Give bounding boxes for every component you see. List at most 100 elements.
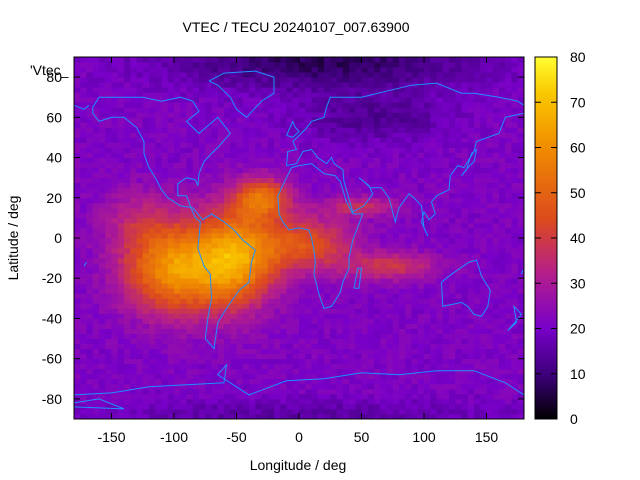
heatmap-cell (236, 303, 244, 309)
heatmap-cell (405, 102, 412, 108)
heatmap-cell (324, 338, 331, 344)
heatmap-cell (130, 298, 137, 304)
heatmap-cell (230, 207, 237, 214)
heatmap-cell (155, 308, 162, 314)
heatmap-cell (274, 187, 281, 194)
heatmap-cell (236, 182, 244, 189)
heatmap-cell (161, 348, 169, 355)
heatmap-cell (392, 152, 400, 158)
heatmap-cell (324, 182, 331, 189)
heatmap-cell (142, 348, 150, 355)
heatmap-cell (386, 87, 394, 93)
heatmap-cell (355, 323, 362, 329)
heatmap-cell (261, 253, 269, 259)
heatmap-cell (492, 157, 500, 163)
heatmap-cell (274, 283, 281, 289)
heatmap-cell (480, 248, 487, 254)
heatmap-cell (74, 343, 81, 350)
heatmap-cell (492, 313, 500, 319)
heatmap-cell (167, 72, 175, 78)
heatmap-cell (442, 127, 450, 133)
heatmap-cell (230, 308, 237, 314)
heatmap-cell (430, 383, 437, 390)
heatmap-cell (280, 248, 287, 254)
heatmap-cell (217, 117, 225, 123)
heatmap-cell (236, 87, 244, 93)
heatmap-cell (467, 288, 475, 294)
heatmap-cell (192, 187, 200, 194)
heatmap-cell (80, 67, 87, 73)
heatmap-cell (242, 383, 250, 390)
heatmap-cell (330, 348, 337, 355)
heatmap-cell (267, 293, 275, 299)
heatmap-cell (217, 77, 225, 83)
heatmap-cell (461, 333, 469, 339)
heatmap-cell (499, 162, 506, 169)
heatmap-cell (430, 122, 437, 128)
heatmap-cell (99, 122, 106, 128)
heatmap-cell (167, 67, 175, 73)
heatmap-cell (236, 298, 244, 304)
heatmap-cell (392, 313, 400, 319)
heatmap-cell (342, 253, 350, 259)
heatmap-cell (86, 303, 94, 309)
heatmap-cell (399, 383, 406, 390)
heatmap-cell (361, 283, 369, 289)
heatmap-cell (242, 358, 250, 365)
heatmap-cell (217, 207, 225, 214)
heatmap-cell (480, 378, 487, 385)
heatmap-cell (167, 363, 175, 370)
heatmap-cell (80, 162, 87, 169)
heatmap-cell (467, 283, 475, 289)
heatmap-cell (342, 162, 350, 169)
heatmap-cell (317, 222, 325, 229)
heatmap-cell (117, 383, 125, 390)
heatmap-cell (117, 212, 125, 219)
heatmap-cell (80, 388, 87, 395)
heatmap-cell (211, 278, 219, 284)
heatmap-cell (174, 67, 181, 73)
heatmap-cell (255, 217, 262, 224)
heatmap-cell (499, 192, 506, 199)
heatmap-cell (149, 222, 156, 229)
heatmap-cell (267, 122, 275, 128)
heatmap-cell (205, 202, 212, 209)
heatmap-cell (205, 278, 212, 284)
heatmap-cell (355, 72, 362, 78)
heatmap-cell (380, 102, 387, 108)
heatmap-cell (424, 112, 431, 118)
heatmap-cell (305, 408, 312, 415)
heatmap-cell (136, 147, 144, 153)
heatmap-cell (142, 212, 150, 219)
heatmap-cell (330, 243, 337, 249)
heatmap-cell (367, 368, 375, 375)
heatmap-cell (442, 167, 450, 174)
heatmap-cell (255, 137, 262, 143)
heatmap-cell (155, 268, 162, 274)
heatmap-cell (155, 197, 162, 204)
heatmap-cell (317, 378, 325, 385)
heatmap-cell (442, 388, 450, 395)
heatmap-cell (174, 72, 181, 78)
heatmap-cell (417, 313, 425, 319)
heatmap-cell (467, 303, 475, 309)
heatmap-cell (211, 283, 219, 289)
heatmap-cell (474, 157, 481, 163)
heatmap-cell (124, 167, 131, 174)
heatmap-cell (242, 248, 250, 254)
heatmap-cell (449, 243, 456, 249)
heatmap-cell (305, 77, 312, 83)
heatmap-cell (117, 258, 125, 264)
heatmap-cell (105, 217, 112, 224)
heatmap-cell (280, 258, 287, 264)
heatmap-cell (324, 117, 331, 123)
heatmap-cell (167, 157, 175, 163)
heatmap-cell (180, 328, 187, 334)
heatmap-cell (392, 97, 400, 103)
heatmap-cell (386, 127, 394, 133)
heatmap-cell (292, 333, 300, 339)
heatmap-cell (355, 363, 362, 370)
heatmap-cell (324, 72, 331, 78)
heatmap-cell (430, 222, 437, 229)
heatmap-cell (305, 87, 312, 93)
